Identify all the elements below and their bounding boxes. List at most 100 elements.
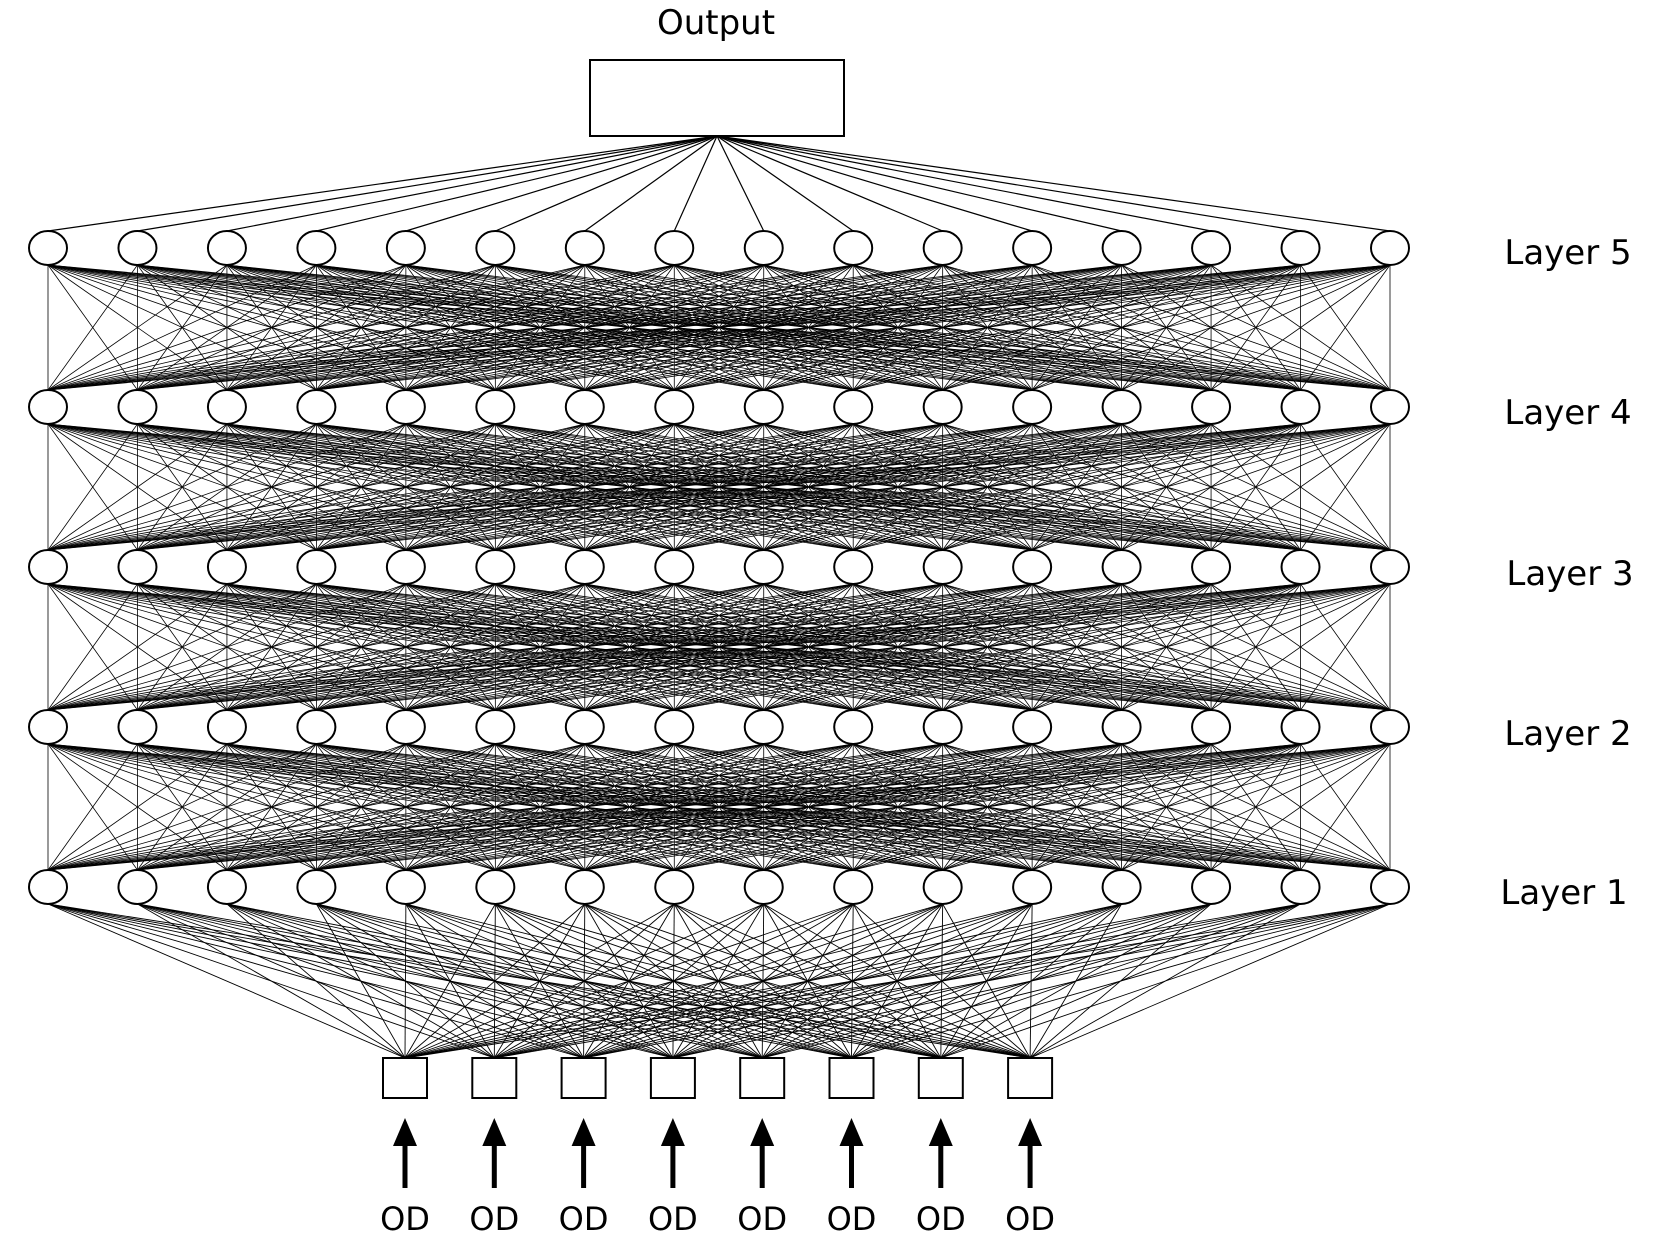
layer-4-neuron-7	[564, 389, 605, 425]
layer-1-neuron-5	[385, 869, 426, 905]
layer-2-neuron-7	[564, 709, 605, 745]
input-box-2	[471, 1057, 518, 1099]
layer-3-neuron-13	[1101, 549, 1142, 585]
layer-1-neuron-12	[1012, 869, 1053, 905]
layer-4-neuron-13	[1101, 389, 1142, 425]
layer-4-neuron-3	[206, 389, 247, 425]
input-arrowhead-2	[482, 1118, 507, 1146]
layer-4-neuron-9	[743, 389, 784, 425]
layer-2-neuron-3	[206, 709, 247, 745]
layer-4-neuron-5	[385, 389, 426, 425]
layer-1-neuron-7	[564, 869, 605, 905]
layer-5-neuron-7	[564, 230, 605, 266]
layer-5-neuron-16	[1370, 230, 1410, 266]
input-box-6	[828, 1057, 875, 1099]
input-box-8	[1007, 1057, 1054, 1099]
input-label-2: OD	[469, 1200, 519, 1238]
layer-3-neuron-15	[1280, 549, 1321, 585]
layer-2-neuron-11	[922, 709, 963, 745]
input-label-1: OD	[380, 1200, 430, 1238]
layer-2-neuron-6	[475, 709, 516, 745]
layer-4-neuron-6	[475, 389, 516, 425]
layer-1-neuron-2	[117, 869, 158, 905]
input-arrowhead-4	[660, 1118, 685, 1146]
layer-3-label: Layer 3	[1506, 554, 1633, 594]
layer-4-neuron-4	[296, 389, 337, 425]
layer-3-neuron-14	[1191, 549, 1232, 585]
input-box-3	[560, 1057, 607, 1099]
input-label-4: OD	[648, 1200, 698, 1238]
input-label-3: OD	[559, 1200, 609, 1238]
layer-1-neuron-4	[296, 869, 337, 905]
input-arrowhead-7	[928, 1118, 953, 1146]
layer-3-neuron-5	[385, 549, 426, 585]
layer-4-neuron-8	[654, 389, 695, 425]
input-box-7	[917, 1057, 964, 1099]
layer-3-neuron-4	[296, 549, 337, 585]
layer-1-neuron-1	[28, 869, 68, 905]
layer-5-neuron-13	[1101, 230, 1142, 266]
output-box	[589, 59, 845, 137]
layer-5-neuron-11	[922, 230, 963, 266]
input-label-8: OD	[1005, 1200, 1055, 1238]
layer-4-label: Layer 4	[1504, 393, 1631, 433]
layer-1-neuron-13	[1101, 869, 1142, 905]
layer-2-neuron-2	[117, 709, 158, 745]
input-box-1	[382, 1057, 428, 1099]
layer-1-neuron-9	[743, 869, 784, 905]
input-label-6: OD	[827, 1200, 877, 1238]
layer-5-neuron-8	[654, 230, 695, 266]
layer-2-neuron-12	[1012, 709, 1053, 745]
layer-3-neuron-3	[206, 549, 247, 585]
layer-1-neuron-15	[1280, 869, 1321, 905]
layer-2-neuron-13	[1101, 709, 1142, 745]
input-block: OD OD OD OD OD OD OD OD	[380, 1057, 1055, 1238]
layer-2-neuron-4	[296, 709, 337, 745]
layer-labels: Layer 5 Layer 4 Layer 3 Layer 2 Layer 1	[1500, 233, 1633, 913]
input-label-5: OD	[737, 1200, 787, 1238]
layer-5-label: Layer 5	[1504, 233, 1631, 273]
layer-3-neuron-2	[117, 549, 158, 585]
neurons	[28, 230, 1410, 905]
layer-5-neuron-4	[296, 230, 337, 266]
layer-2-neuron-9	[743, 709, 784, 745]
layer-3-neuron-6	[475, 549, 516, 585]
layer-4-neuron-14	[1191, 389, 1232, 425]
layer-5-neuron-1	[28, 230, 68, 266]
input-label-7: OD	[916, 1200, 966, 1238]
output-label: Output	[657, 3, 775, 43]
layer-5-neuron-15	[1280, 230, 1321, 266]
layer-3-neuron-16	[1370, 549, 1410, 585]
layer-3-neuron-11	[922, 549, 963, 585]
layer-5-neuron-3	[206, 230, 247, 266]
layer-1-neuron-6	[475, 869, 516, 905]
layer-5-neuron-9	[743, 230, 784, 266]
layer-4-neuron-10	[833, 389, 874, 425]
layer-2-neuron-5	[385, 709, 426, 745]
layer-2-neuron-10	[833, 709, 874, 745]
layer-1-label: Layer 1	[1500, 873, 1627, 913]
layer-3-neuron-7	[564, 549, 605, 585]
layer-3-neuron-12	[1012, 549, 1053, 585]
input-arrowhead-1	[393, 1118, 417, 1146]
layer-4-neuron-2	[117, 389, 158, 425]
layer-2-neuron-16	[1370, 709, 1410, 745]
layer-1-neuron-11	[922, 869, 963, 905]
layer-4-neuron-16	[1370, 389, 1410, 425]
layer-1-neuron-16	[1370, 869, 1410, 905]
layer-4-neuron-11	[922, 389, 963, 425]
layer-5-neuron-14	[1191, 230, 1232, 266]
layer-2-label: Layer 2	[1504, 714, 1631, 754]
layer-5-neuron-6	[475, 230, 516, 266]
input-box-5	[739, 1057, 786, 1099]
layer-1-neuron-10	[833, 869, 874, 905]
input-arrowhead-6	[839, 1118, 864, 1146]
input-arrowhead-3	[571, 1118, 596, 1146]
input-arrowhead-5	[750, 1118, 775, 1146]
layer-3-neuron-8	[654, 549, 695, 585]
layer-1-neuron-14	[1191, 869, 1232, 905]
connections	[47, 135, 1391, 1059]
layer-1-neuron-8	[654, 869, 695, 905]
layer-2-neuron-14	[1191, 709, 1232, 745]
layer-5-neuron-2	[117, 230, 158, 266]
